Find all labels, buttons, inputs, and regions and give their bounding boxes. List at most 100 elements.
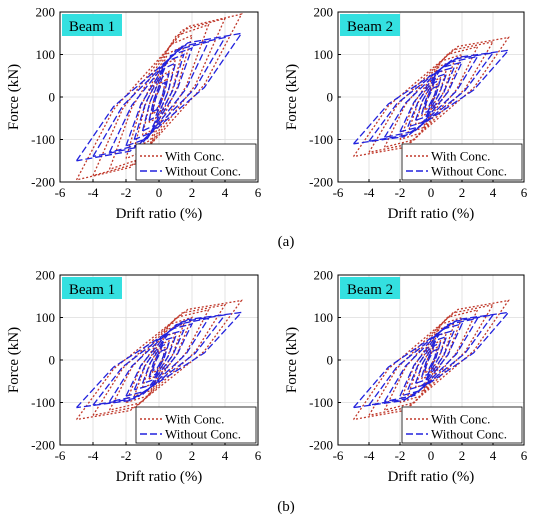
y-tick-label: 200 (314, 5, 334, 20)
series-without-conc (75, 32, 243, 162)
hysteresis-loop (75, 32, 243, 162)
legend: With Conc.Without Conc. (135, 406, 257, 444)
panel-title-badge (340, 14, 400, 36)
legend-label: Without Conc. (431, 164, 507, 179)
hysteresis-loop (148, 72, 170, 121)
legend-box (135, 143, 257, 181)
legend: With Conc.Without Conc. (401, 143, 523, 181)
y-tick-label: -200 (309, 438, 333, 453)
x-tick-label: -6 (55, 185, 66, 200)
hysteresis-loop (108, 317, 210, 403)
hysteresis-loop (424, 348, 439, 372)
legend-label: Without Conc. (431, 427, 507, 442)
legend-label: Without Conc. (165, 164, 241, 179)
hysteresis-loop (424, 346, 439, 374)
x-tick-label: -6 (333, 185, 344, 200)
hysteresis-loop (424, 85, 439, 109)
legend-label: With Conc. (165, 412, 224, 427)
x-tick-label: 4 (490, 448, 497, 463)
hysteresis-loop (151, 78, 167, 115)
x-tick-label: 6 (255, 185, 262, 200)
hysteresis-loop (421, 341, 442, 378)
x-tick-label: 4 (222, 185, 229, 200)
hysteresis-loop (108, 308, 210, 411)
legend-label: Without Conc. (165, 427, 241, 442)
chart-panel-2: -6 -4 -2 0 2 4 6 -200 -100 0 100 200 Drift ratio (%)… (284, 5, 528, 223)
legend-label: With Conc. (431, 412, 490, 427)
x-tick-label: 4 (490, 185, 497, 200)
panel-title: Beam 1 (69, 19, 115, 35)
hysteresis-loop (421, 78, 442, 115)
legend: With Conc.Without Conc. (401, 406, 523, 444)
y-tick-label: -100 (31, 132, 55, 147)
x-axis-label: Drift ratio (%) (116, 469, 203, 485)
panel-title: Beam 2 (347, 282, 393, 298)
chart-panel-4: -6 -4 -2 0 2 4 6 -200 -100 0 100 200 Drift ratio (%)… (284, 268, 528, 486)
hysteresis-loop (75, 13, 243, 181)
x-tick-label: 0 (428, 185, 435, 200)
y-tick-label: -100 (31, 395, 55, 410)
x-tick-label: -2 (395, 185, 406, 200)
x-tick-label: -4 (364, 185, 375, 200)
x-tick-label: 0 (156, 185, 163, 200)
hysteresis-loop (383, 317, 479, 403)
x-tick-label: -2 (395, 448, 406, 463)
hysteresis-loop (399, 322, 464, 397)
panel-title: Beam 1 (69, 282, 115, 298)
legend-box (401, 143, 523, 181)
series-without-conc (353, 49, 511, 145)
y-tick-label: 0 (327, 353, 334, 368)
legend-box (135, 406, 257, 444)
y-tick-label: -100 (309, 395, 333, 410)
x-tick-label: -6 (333, 448, 344, 463)
x-tick-label: 0 (156, 448, 163, 463)
x-tick-label: 6 (521, 448, 528, 463)
x-tick-label: 6 (521, 185, 528, 200)
x-tick-label: 4 (222, 448, 229, 463)
legend: With Conc.Without Conc. (135, 143, 257, 181)
y-axis-label: Force (kN) (6, 327, 22, 393)
y-tick-label: -200 (31, 438, 55, 453)
hysteresis-loop (383, 55, 479, 139)
x-tick-label: -4 (88, 448, 99, 463)
y-tick-label: 0 (49, 90, 56, 105)
x-tick-label: 2 (189, 448, 196, 463)
hysteresis-loop (424, 83, 439, 111)
x-tick-label: 2 (459, 185, 466, 200)
hysteresis-loop (368, 51, 495, 142)
x-axis-label: Drift ratio (%) (116, 206, 203, 222)
y-tick-label: 200 (36, 5, 56, 20)
hysteresis-loop (148, 341, 170, 378)
hysteresis-loop (133, 329, 185, 391)
hysteresis-loop (407, 329, 456, 391)
hysteresis-loop (383, 45, 479, 148)
hysteresis-loop (92, 36, 227, 158)
x-tick-label: -4 (88, 185, 99, 200)
y-tick-label: -200 (309, 175, 333, 190)
chart-panel-3: -6 -4 -2 0 2 4 6 -200 -100 0 100 200 Drift ratio (%)… (6, 268, 262, 486)
hysteresis-loop (353, 311, 511, 409)
hysteresis-loop (108, 23, 210, 170)
hysteresis-loop (75, 299, 243, 421)
y-tick-label: -100 (309, 132, 333, 147)
x-tick-label: -2 (121, 185, 132, 200)
hysteresis-loop (414, 72, 448, 122)
figure-label-b: (b) (277, 499, 295, 515)
hysteresis-loop (353, 49, 511, 145)
x-tick-label: 2 (189, 185, 196, 200)
y-tick-label: 100 (36, 47, 56, 62)
panel-title: Beam 2 (347, 19, 393, 35)
hysteresis-loop (414, 335, 448, 385)
hysteresis-loop (141, 61, 177, 132)
y-tick-label: 0 (49, 353, 56, 368)
x-tick-label: 2 (459, 448, 466, 463)
x-tick-label: -4 (364, 448, 375, 463)
hysteresis-loop (76, 311, 244, 409)
y-tick-label: 200 (314, 268, 334, 283)
hysteresis-loop (141, 335, 177, 385)
hysteresis-loop (151, 80, 167, 113)
y-axis-label: Force (kN) (6, 64, 22, 130)
chart-panel-1: -6 -4 -2 0 2 4 6 -200 -100 0 100 200 Drift ratio (%)… (6, 5, 262, 223)
